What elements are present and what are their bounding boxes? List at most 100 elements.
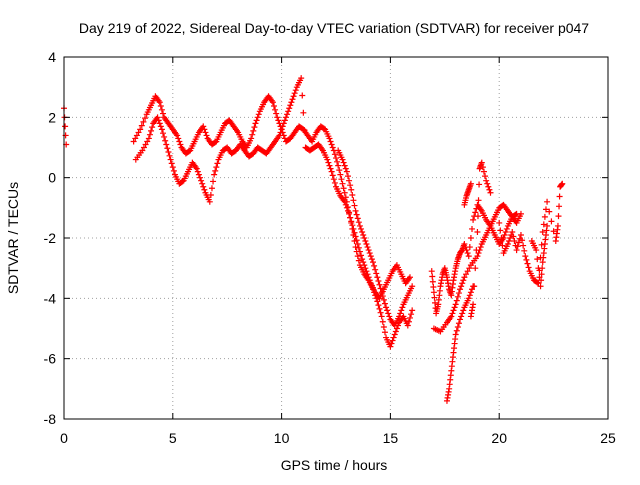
data-point bbox=[335, 162, 342, 169]
interpolated-point bbox=[473, 247, 480, 254]
data-point bbox=[289, 96, 296, 103]
interpolated-point bbox=[290, 93, 297, 100]
interpolated-point bbox=[503, 225, 510, 232]
data-point bbox=[559, 180, 566, 187]
interpolated-point bbox=[201, 186, 208, 193]
interpolated-point bbox=[287, 102, 294, 109]
interpolated-point bbox=[380, 323, 387, 330]
interpolated-point bbox=[326, 162, 333, 169]
data-point bbox=[361, 235, 368, 241]
data-point bbox=[554, 222, 561, 229]
interpolated-point bbox=[200, 183, 207, 190]
interpolated-point bbox=[363, 241, 370, 248]
interpolated-point bbox=[275, 117, 282, 124]
interpolated-point bbox=[507, 235, 514, 241]
data-point bbox=[474, 228, 481, 235]
interpolated-point bbox=[156, 120, 163, 127]
interpolated-point bbox=[340, 159, 347, 166]
data-point bbox=[470, 301, 477, 308]
interpolated-point bbox=[349, 222, 356, 229]
y-tick-label: -2 bbox=[44, 230, 57, 246]
interpolated-point bbox=[364, 244, 371, 251]
interpolated-point bbox=[255, 111, 262, 118]
data-point bbox=[517, 231, 524, 238]
interpolated-point bbox=[279, 123, 286, 130]
interpolated-point bbox=[548, 218, 555, 225]
interpolated-point bbox=[449, 310, 456, 317]
interpolated-point bbox=[272, 106, 279, 113]
data-point bbox=[387, 343, 394, 350]
interpolated-point bbox=[270, 103, 277, 110]
series-track-j bbox=[528, 222, 551, 290]
interpolated-point bbox=[546, 208, 553, 215]
interpolated-point bbox=[347, 182, 354, 189]
data-point bbox=[504, 241, 511, 248]
interpolated-point bbox=[194, 168, 201, 175]
interpolated-point bbox=[142, 115, 149, 122]
data-point bbox=[409, 307, 416, 314]
series-track-h bbox=[461, 180, 474, 208]
series-track-a bbox=[130, 93, 416, 350]
interpolated-point bbox=[389, 337, 396, 344]
interpolated-point bbox=[142, 141, 149, 148]
interpolated-point bbox=[273, 110, 280, 117]
interpolated-point bbox=[337, 171, 344, 178]
series-track-e bbox=[430, 201, 524, 335]
interpolated-point bbox=[356, 248, 363, 255]
x-tick-label: 0 bbox=[60, 430, 68, 446]
interpolated-point bbox=[525, 264, 532, 271]
interpolated-point bbox=[469, 225, 475, 232]
interpolated-point bbox=[455, 290, 462, 297]
data-point bbox=[465, 253, 472, 260]
data-point bbox=[359, 256, 366, 263]
interpolated-point bbox=[207, 192, 214, 199]
data-point bbox=[341, 198, 348, 205]
interpolated-point bbox=[329, 144, 336, 151]
data-point bbox=[280, 120, 287, 127]
interpolated-point bbox=[365, 274, 372, 281]
interpolated-point bbox=[458, 283, 465, 290]
interpolated-point bbox=[353, 237, 360, 244]
interpolated-point bbox=[278, 126, 285, 133]
interpolated-point bbox=[406, 314, 413, 321]
data-point bbox=[298, 75, 305, 82]
interpolated-point bbox=[249, 131, 256, 138]
interpolated-point bbox=[367, 253, 374, 260]
data-point bbox=[363, 268, 370, 275]
interpolated-point bbox=[453, 297, 460, 304]
interpolated-point bbox=[164, 145, 171, 152]
data-point bbox=[352, 244, 359, 251]
interpolated-point bbox=[355, 219, 362, 226]
interpolated-point bbox=[398, 307, 405, 314]
interpolated-point bbox=[169, 164, 176, 171]
interpolated-point bbox=[555, 213, 562, 220]
data-point bbox=[383, 304, 390, 311]
interpolated-point bbox=[466, 244, 473, 251]
y-tick-label: 4 bbox=[48, 49, 56, 65]
interpolated-point bbox=[501, 231, 508, 238]
interpolated-point bbox=[388, 340, 395, 347]
y-tick-label: 2 bbox=[48, 109, 56, 125]
interpolated-point bbox=[376, 305, 383, 312]
interpolated-point bbox=[471, 283, 478, 290]
data-point bbox=[139, 147, 146, 154]
grid-lines bbox=[64, 57, 608, 419]
interpolated-point bbox=[343, 204, 350, 211]
interpolated-point bbox=[451, 304, 458, 311]
interpolated-point bbox=[484, 180, 491, 187]
axis-ticks: 0 5 10 15 20 25 -8 -6 -4 -2 0 2 4 bbox=[44, 49, 616, 446]
interpolated-point bbox=[342, 201, 349, 208]
interpolated-point bbox=[327, 165, 334, 172]
interpolated-point bbox=[325, 159, 332, 166]
interpolated-point bbox=[140, 144, 147, 151]
interpolated-point bbox=[371, 262, 378, 269]
interpolated-point bbox=[132, 135, 139, 142]
interpolated-point bbox=[355, 244, 362, 251]
data-point bbox=[374, 298, 381, 305]
interpolated-point bbox=[277, 129, 284, 136]
interpolated-point bbox=[62, 123, 69, 130]
interpolated-point bbox=[327, 138, 334, 145]
interpolated-point bbox=[538, 241, 545, 248]
interpolated-point bbox=[334, 158, 341, 165]
